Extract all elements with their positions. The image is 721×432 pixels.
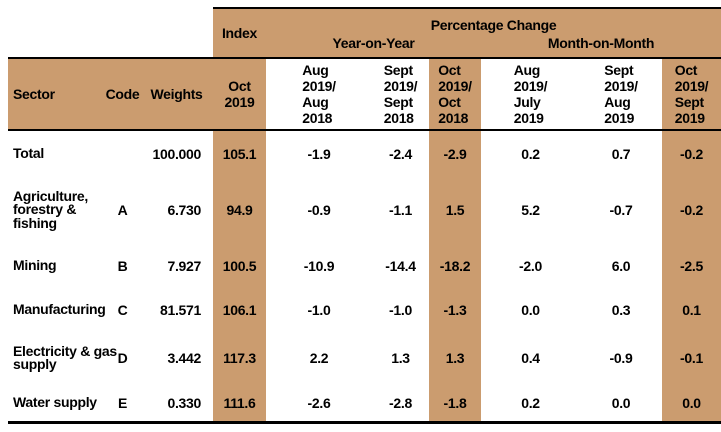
yoy-aug-cell: 2.2	[309, 350, 329, 366]
code-cell: E	[105, 384, 140, 424]
sector-cell: Agriculture, forestry & fishing	[13, 187, 88, 231]
header-mom-aug: Aug 2019/ July 2019	[481, 58, 580, 131]
header-yoy-aug: Aug 2019/ Aug 2018	[266, 58, 372, 131]
code-cell	[105, 130, 140, 177]
header-yoy-sept-text: Sept 2019/ Sept 2018	[383, 62, 418, 126]
mom-oct-cell: 0.0	[662, 384, 721, 424]
yoy-sept-cell: -2.4	[389, 146, 412, 162]
header-mom-oct-text: Oct 2019/ Sept 2019	[674, 62, 709, 126]
mom-sept-cell: -0.7	[609, 202, 633, 218]
yoy-sept-cell: -14.4	[385, 257, 416, 274]
weights-cell: 81.571	[159, 302, 201, 318]
weights-cell: 0.330	[140, 384, 213, 424]
table-row: Agriculture, forestry & fishing A 6.730 …	[8, 177, 721, 243]
header-yoy-oct-text: Oct 2019/ Oct 2018	[438, 62, 472, 126]
header-yoy-oct: Oct 2019/ Oct 2018	[429, 58, 481, 131]
yoy-oct-cell: 1.3	[429, 332, 481, 384]
header-mom-aug-text: Aug 2019/ July 2019	[513, 62, 548, 126]
header-mom-oct: Oct 2019/ Sept 2019	[662, 58, 721, 131]
index-cell: 117.3	[213, 332, 266, 384]
code-cell: A	[117, 202, 128, 218]
header-yoy-sept: Sept 2019/ Sept 2018	[372, 58, 429, 131]
band-index-label: Index	[213, 7, 266, 59]
header-mom-sept-text: Sept 2019/ Aug 2019	[604, 62, 638, 126]
sector-cell: Manufacturing	[13, 301, 106, 318]
yoy-oct-cell: -1.3	[429, 288, 481, 332]
header-yoy-aug-text: Aug 2019/ Aug 2018	[302, 62, 336, 126]
sector-cell: Total	[13, 145, 44, 162]
yoy-oct-cell: -18.2	[429, 243, 481, 288]
column-header-row: Sector Code Weights Oct 2019 Aug 2019/ A…	[8, 58, 721, 131]
index-cell: 106.1	[213, 288, 266, 332]
header-sector: Sector	[8, 58, 105, 131]
sector-index-table: Index Percentage Change Year-on-Year Mon…	[8, 7, 721, 424]
yoy-aug-cell: -1.0	[307, 302, 331, 318]
percentage-change-label: Percentage Change	[430, 17, 557, 33]
yoy-aug-cell: -0.9	[307, 202, 331, 218]
mom-oct-cell: -0.2	[662, 177, 721, 243]
mom-oct-cell: -0.2	[662, 130, 721, 177]
yoy-sept-cell: -1.1	[389, 202, 412, 218]
code-cell: B	[117, 257, 128, 274]
mom-sept-cell: -0.9	[609, 350, 633, 366]
band-subgroups: Year-on-Year Month-on-Month	[266, 35, 721, 51]
yoy-sept-cell: -1.0	[389, 302, 412, 318]
band-spacer	[8, 8, 213, 59]
index-cell: 105.1	[213, 130, 266, 177]
table-row: Total 100.000 105.1 -1.9 -2.4 -2.9 0.2 0…	[8, 130, 721, 177]
year-on-year-label: Year-on-Year	[332, 35, 415, 51]
mom-oct-cell: -2.5	[662, 243, 721, 288]
mom-oct-cell: 0.1	[662, 288, 721, 332]
weights-cell: 100.000	[152, 146, 201, 162]
mom-aug-cell: 0.0	[521, 302, 540, 318]
yoy-oct-cell: -2.9	[429, 130, 481, 177]
table-row: Manufacturing C 81.571 106.1 -1.0 -1.0 -…	[8, 288, 721, 332]
yoy-aug-cell: -1.9	[307, 146, 331, 162]
band-row: Index Percentage Change Year-on-Year Mon…	[8, 7, 721, 59]
mom-oct-cell: -0.1	[662, 332, 721, 384]
table-row: Electricity & gas supply D 3.442 117.3 2…	[8, 332, 721, 384]
yoy-oct-cell: -1.8	[429, 384, 481, 424]
header-index-oct-2019: Oct 2019	[213, 58, 266, 131]
month-on-month-label: Month-on-Month	[547, 35, 655, 51]
sector-cell: Water supply	[8, 384, 105, 424]
mom-aug-cell: -2.0	[519, 257, 542, 274]
code-cell: D	[117, 350, 128, 366]
mom-sept-cell: 0.0	[580, 384, 662, 424]
weights-cell: 6.730	[167, 202, 201, 218]
yoy-aug-cell: -10.9	[303, 257, 335, 274]
weights-cell: 3.442	[167, 350, 201, 366]
header-weights: Weights	[140, 58, 213, 131]
code-cell: C	[117, 302, 128, 318]
mom-aug-cell: 5.2	[521, 202, 540, 218]
weights-cell: 7.927	[167, 257, 201, 274]
table-row: Water supply E 0.330 111.6 -2.6 -2.8 -1.…	[8, 384, 721, 424]
index-cell: 100.5	[213, 243, 266, 288]
sector-cell: Electricity & gas supply	[13, 342, 117, 372]
band-percentage-change: Percentage Change Year-on-Year Month-on-…	[266, 7, 721, 59]
yoy-sept-cell: 1.3	[391, 350, 410, 366]
index-cell: 111.6	[213, 384, 266, 424]
mom-aug-cell: 0.2	[521, 146, 540, 162]
mom-aug-cell: 0.2	[481, 384, 580, 424]
index-cell: 94.9	[213, 177, 266, 243]
yoy-aug-cell: -2.6	[266, 384, 372, 424]
mom-sept-cell: 6.0	[611, 257, 631, 274]
yoy-oct-cell: 1.5	[429, 177, 481, 243]
header-mom-sept: Sept 2019/ Aug 2019	[580, 58, 662, 131]
table-row: Mining B 7.927 100.5 -10.9 -14.4 -18.2 -…	[8, 243, 721, 288]
mom-sept-cell: 0.3	[611, 302, 631, 318]
mom-sept-cell: 0.7	[611, 146, 631, 162]
mom-aug-cell: 0.4	[521, 350, 540, 366]
yoy-sept-cell: -2.8	[372, 384, 429, 424]
sector-cell: Mining	[13, 256, 57, 273]
header-code: Code	[105, 58, 140, 131]
